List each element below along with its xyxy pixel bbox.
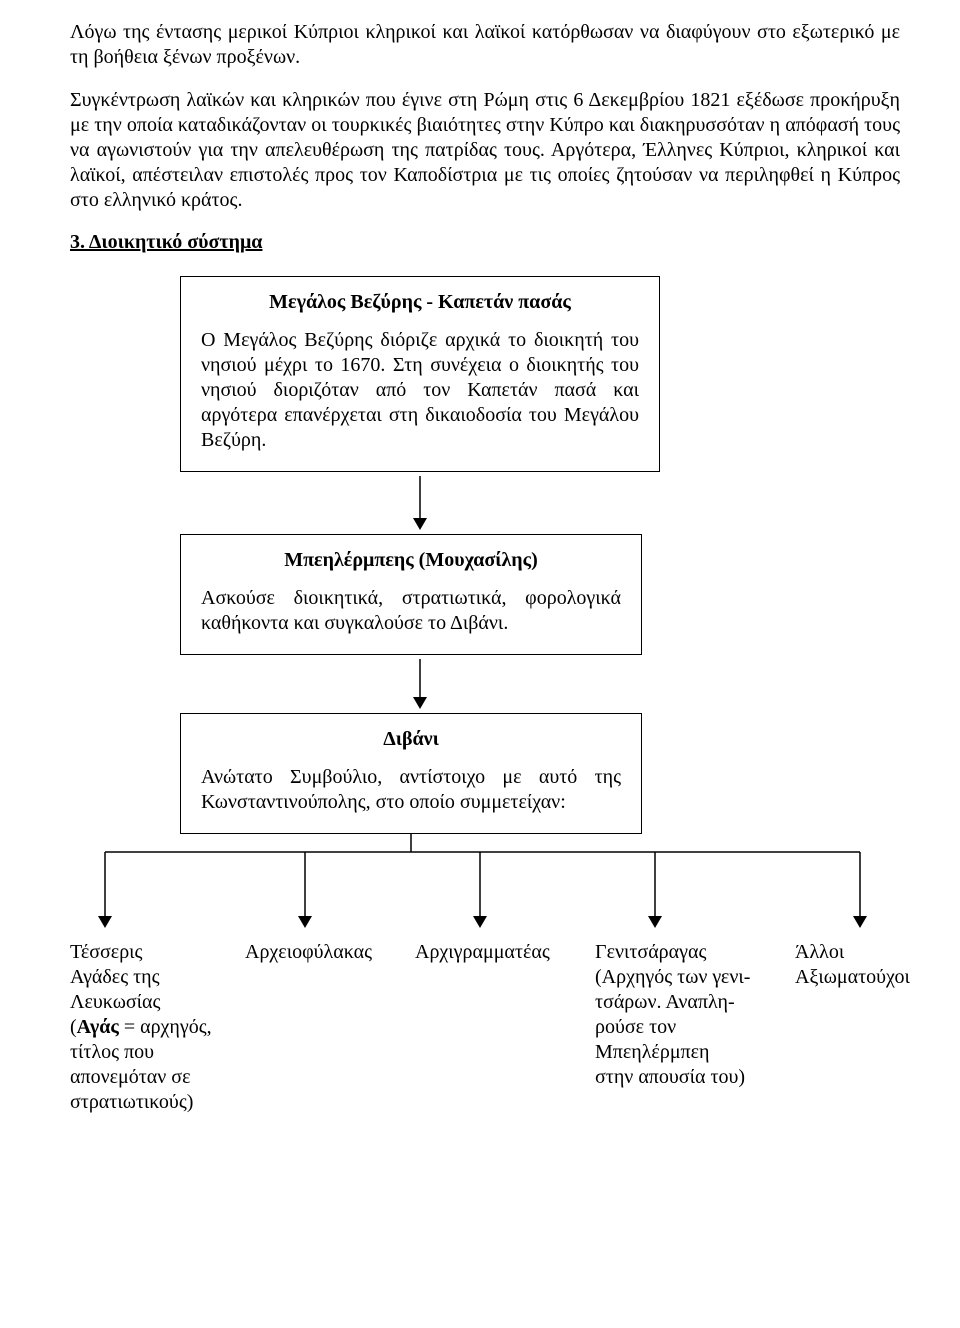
box-body-2: Ασκούσε διοικητικά, στρατιωτικά, φορολογ…	[201, 586, 621, 636]
col-others: Άλλοι Αξιωματούχοι	[795, 940, 935, 1115]
bottom-row: Τέσσερις Αγάδες της Λευκωσίας (Αγάς = αρ…	[70, 940, 900, 1115]
col4-l3: τσάρων. Αναπλη-	[595, 990, 775, 1015]
section-heading: 3. Διοικητικό σύστημα	[70, 231, 900, 254]
box-divani: Διβάνι Ανώτατο Συμβούλιο, αντίστοιχο με …	[180, 713, 642, 834]
col-secretary: Αρχιγραμματέας	[415, 940, 575, 1115]
col1-l7: στρατιωτικούς)	[70, 1090, 225, 1115]
fanout-arrows	[70, 834, 900, 934]
col-agades: Τέσσερις Αγάδες της Λευκωσίας (Αγάς = αρ…	[70, 940, 225, 1115]
box-title-3: Διβάνι	[201, 728, 621, 751]
paragraph-2: Συγκέντρωση λαϊκών και κληρικών που έγιν…	[70, 88, 900, 213]
col1-l2: Αγάδες της	[70, 965, 225, 990]
col1-l6: απονεμόταν σε	[70, 1065, 225, 1090]
col4-l4: ρούσε τον	[595, 1015, 775, 1040]
col4-l5: Μπεηλέρμπεη	[595, 1040, 775, 1065]
col4-l1: Γενιτσάραγας	[595, 940, 775, 965]
col-janissary: Γενιτσάραγας (Αρχηγός των γενι- τσάρων. …	[595, 940, 775, 1115]
box-title-1: Μεγάλος Βεζύρης - Καπετάν πασάς	[201, 291, 639, 314]
col4-l2: (Αρχηγός των γενι-	[595, 965, 775, 990]
box-beylerbey: Μπεηλέρμπεης (Μουχασίλης) Ασκούσε διοικη…	[180, 534, 642, 655]
box-title-2: Μπεηλέρμπεης (Μουχασίλης)	[201, 549, 621, 572]
col-archivist: Αρχειοφύλακας	[245, 940, 395, 1115]
arrow-1	[180, 472, 660, 534]
box-grand-vizier: Μεγάλος Βεζύρης - Καπετάν πασάς Ο Μεγάλο…	[180, 276, 660, 472]
arrow-2	[180, 655, 660, 713]
page: Λόγω της έντασης μερικοί Κύπριοι κληρικο…	[0, 0, 960, 1328]
col5-l2: Αξιωματούχοι	[795, 965, 935, 990]
box-body-3: Ανώτατο Συμβούλιο, αντίστοιχο με αυτό τη…	[201, 765, 621, 815]
col5-l1: Άλλοι	[795, 940, 935, 965]
col1-l1: Τέσσερις	[70, 940, 225, 965]
col1-l3: Λευκωσίας	[70, 990, 225, 1015]
box-body-1: Ο Μεγάλος Βεζύρης διόριζε αρχικά το διοι…	[201, 328, 639, 453]
col1-l4: (Αγάς = αρχηγός,	[70, 1015, 225, 1040]
col1-l5: τίτλος που	[70, 1040, 225, 1065]
col4-l6: στην απουσία του)	[595, 1065, 775, 1090]
paragraph-1: Λόγω της έντασης μερικοί Κύπριοι κληρικο…	[70, 20, 900, 70]
